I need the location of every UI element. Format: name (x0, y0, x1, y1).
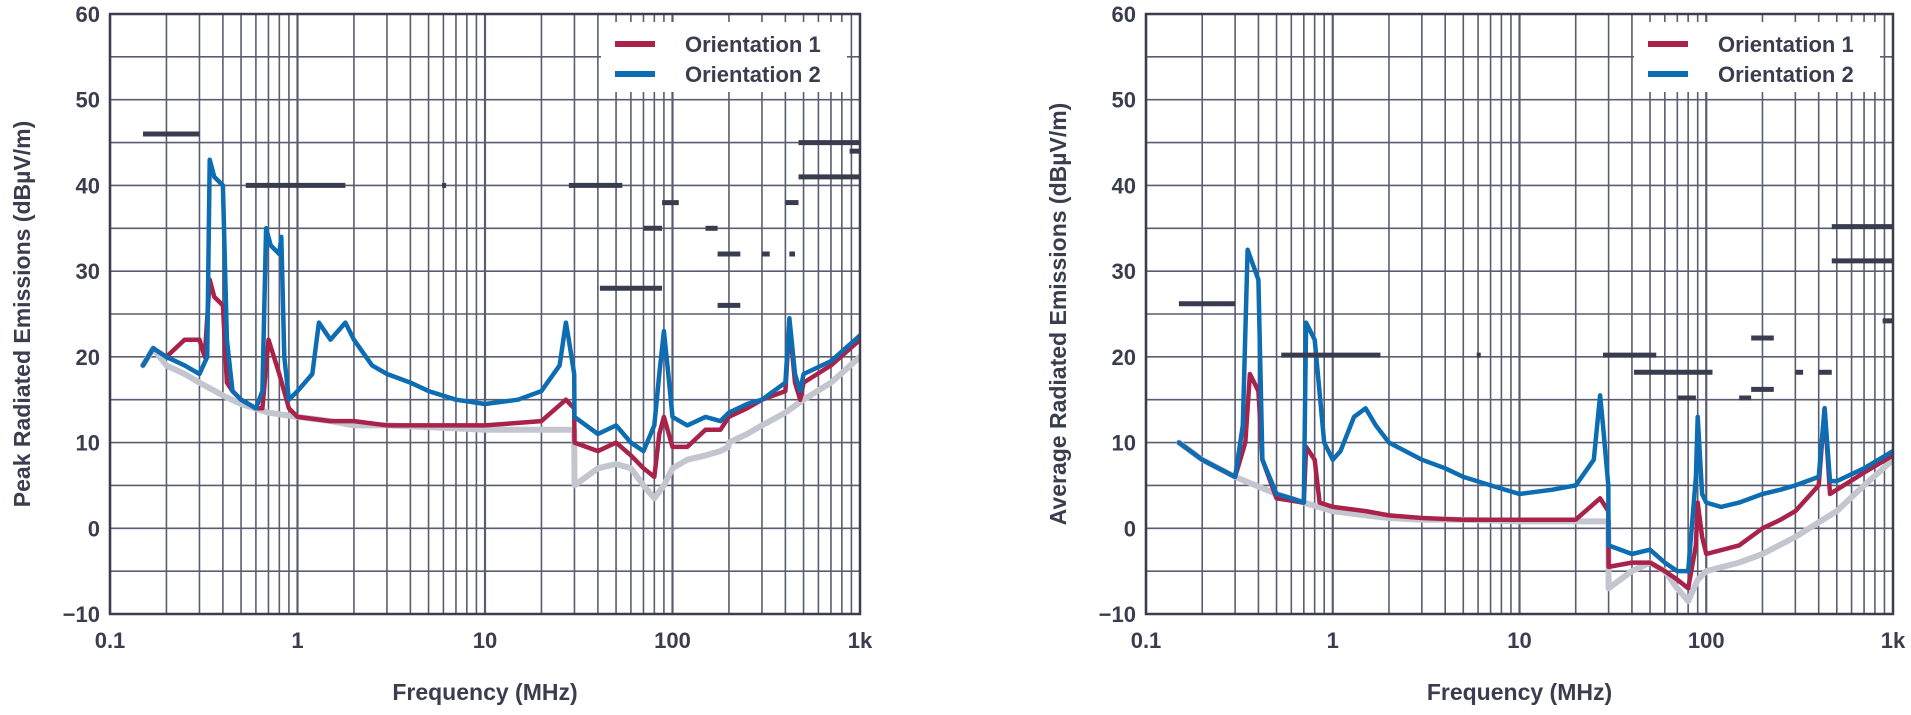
chart-1: −10 0 10 20 30 40 50 60 0.1 1 10 100 1k Frequency (MH… (9, 2, 873, 705)
y-tick-label: 60 (76, 2, 100, 27)
y-tick-label: 30 (1112, 259, 1136, 284)
x-tick-label: 1k (848, 628, 873, 653)
orientation2-series-line (140, 157, 860, 454)
y-tick-label: 60 (1112, 2, 1136, 27)
chart-2-frame (1144, 12, 1895, 616)
y-tick-label: 40 (76, 173, 100, 198)
y-tick-label: 20 (1112, 345, 1136, 370)
orientation1-series-line (1176, 371, 1893, 591)
x-tick-label: 10 (1507, 628, 1531, 653)
y-tick-label: 50 (1112, 88, 1136, 113)
x-axis-title: Frequency (MHz) (1427, 679, 1612, 705)
x-tick-label: 1 (291, 628, 303, 653)
y-tick-label: 10 (1112, 431, 1136, 456)
y-tick-label: 20 (76, 345, 100, 370)
legend-label: Orientation 1 (1718, 32, 1854, 57)
legend-background (1634, 22, 1880, 92)
legend: Orientation 1 Orientation 2 (601, 22, 847, 92)
x-tick-label: 1 (1327, 628, 1339, 653)
legend-label: Orientation 1 (685, 32, 821, 57)
y-tick-label: 0 (1124, 516, 1136, 541)
y-axis-title: Peak Radiated Emissions (dBµV/m) (9, 121, 35, 507)
x-tick-label: 100 (1688, 628, 1725, 653)
x-tick-label: 1k (1881, 628, 1906, 653)
x-tick-label: 0.1 (1131, 628, 1162, 653)
orientation1-series-line (140, 277, 860, 480)
y-tick-label: 40 (1112, 173, 1136, 198)
ambient-series-line (140, 345, 860, 502)
legend-label: Orientation 2 (685, 62, 821, 87)
y-tick-label: −10 (1099, 602, 1136, 627)
y-tick-label: 50 (76, 88, 100, 113)
y-tick-label: 10 (76, 431, 100, 456)
y-axis-title: Average Radiated Emissions (dBµV/m) (1045, 103, 1071, 526)
chart-1-plot-area (140, 131, 860, 502)
legend-background (601, 22, 847, 92)
orientation2-series-line (1176, 247, 1893, 574)
x-axis-title: Frequency (MHz) (392, 679, 577, 705)
ambient-series-line (1175, 439, 1893, 605)
legend-label: Orientation 2 (1718, 62, 1854, 87)
y-tick-label: 30 (76, 259, 100, 284)
y-tick-label: 0 (88, 516, 100, 541)
chart-2-plot-area (1175, 224, 1893, 605)
chart-1-frame (108, 12, 862, 616)
y-tick-label: −10 (63, 602, 100, 627)
legend: Orientation 1 Orientation 2 (1634, 22, 1880, 92)
x-tick-label: 100 (654, 628, 691, 653)
chart-2: −10 0 10 20 30 40 50 60 0.1 1 10 100 1k Frequency (MH… (1045, 2, 1906, 705)
x-tick-label: 0.1 (95, 628, 126, 653)
x-tick-label: 10 (473, 628, 497, 653)
